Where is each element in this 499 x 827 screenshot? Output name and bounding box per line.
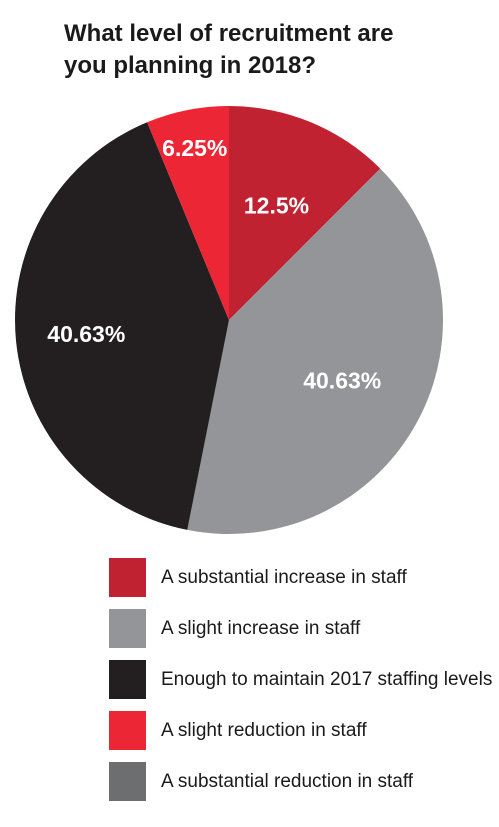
legend-swatch <box>109 660 146 699</box>
legend-swatch <box>109 558 146 597</box>
pie-chart: 12.5% 40.63% 40.63% 6.25% <box>15 106 443 534</box>
legend-item: A substantial reduction in staff <box>109 762 494 801</box>
pie-slice <box>229 106 381 320</box>
pie-slice <box>15 122 230 530</box>
pie-slice <box>187 168 443 534</box>
legend-label: Enough to maintain 2017 staffing levels <box>161 668 493 690</box>
slice-label: 40.63% <box>47 321 125 347</box>
legend-label: A substantial reduction in staff <box>161 770 414 792</box>
legend-label: A slight increase in staff <box>161 617 361 639</box>
legend-item: Enough to maintain 2017 staffing levels <box>109 660 494 699</box>
legend-swatch <box>109 711 146 750</box>
pie-slice <box>147 106 229 320</box>
legend-item: A substantial increase in staff <box>109 558 494 597</box>
legend-item: A slight reduction in staff <box>109 711 494 750</box>
legend-label: A substantial increase in staff <box>161 566 407 588</box>
legend-item: A slight increase in staff <box>109 609 494 648</box>
legend-label: A slight reduction in staff <box>161 719 367 741</box>
legend: A substantial increase in staff A slight… <box>109 558 494 813</box>
chart-title-line-2: you planning in 2018? <box>64 52 317 79</box>
legend-swatch <box>109 609 146 648</box>
chart-title: What level of recruitment are you planni… <box>64 18 464 82</box>
slice-label: 12.5% <box>244 192 309 218</box>
legend-swatch <box>109 762 146 801</box>
slice-label: 40.63% <box>303 368 381 394</box>
slice-label: 6.25% <box>162 135 227 161</box>
chart-title-line-1: What level of recruitment are <box>64 20 394 47</box>
